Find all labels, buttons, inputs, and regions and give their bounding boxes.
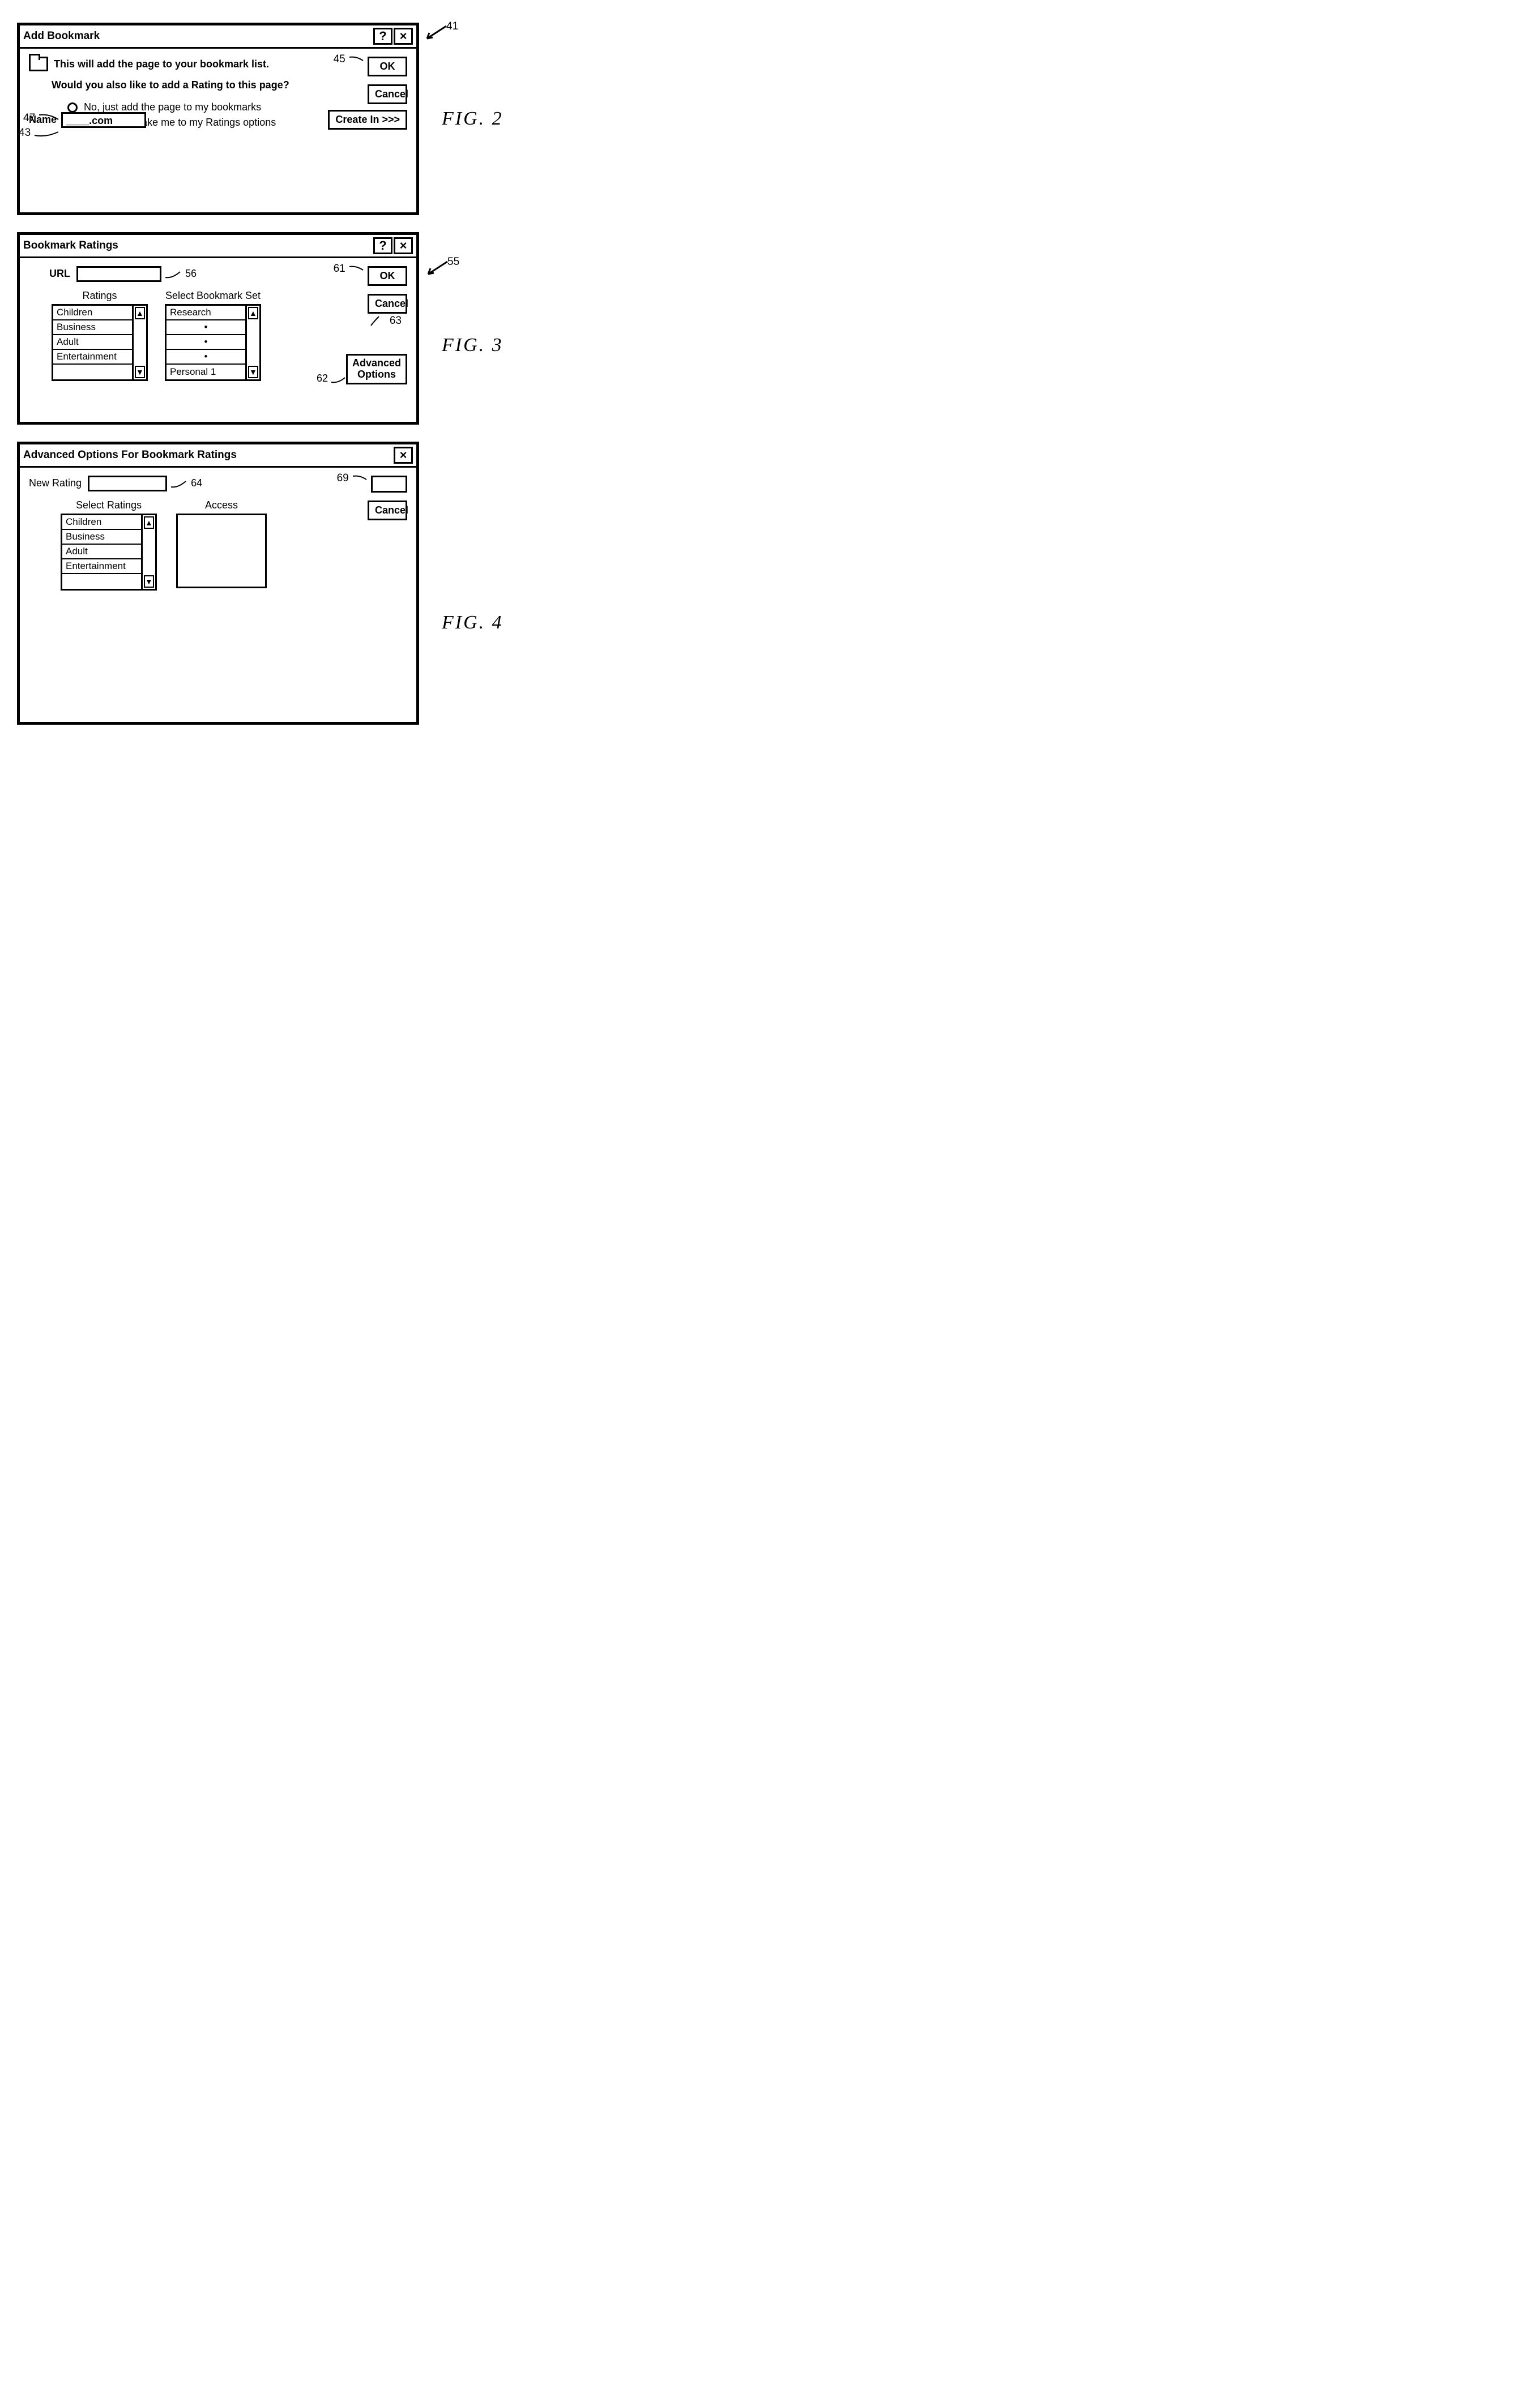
scroll-down-icon[interactable]: ▼	[144, 575, 154, 588]
url-input[interactable]	[76, 266, 161, 282]
advanced-options-button[interactable]: Advanced Options	[346, 354, 407, 384]
list-item[interactable]	[53, 365, 132, 379]
callout-55: 55	[423, 259, 451, 281]
new-rating-label: New Rating	[29, 477, 82, 489]
ok-button[interactable]: OK	[368, 57, 407, 76]
titlebar: Bookmark Ratings ? ×	[20, 235, 416, 258]
new-rating-input[interactable]	[88, 476, 167, 491]
list-item[interactable]: Children	[53, 306, 132, 320]
help-button[interactable]: ?	[373, 237, 392, 254]
list-item[interactable]: •	[167, 335, 245, 350]
bookmark-set-heading: Select Bookmark Set	[165, 290, 261, 302]
scroll-down-icon[interactable]: ▼	[248, 366, 258, 378]
help-button[interactable]: ?	[373, 28, 392, 45]
bookmark-ratings-dialog: Bookmark Ratings ? × URL 56 Ratings Chil…	[17, 232, 419, 425]
titlebar: Advanced Options For Bookmark Ratings ×	[20, 444, 416, 468]
callout-41: 41	[421, 24, 450, 46]
list-item[interactable]: Adult	[62, 545, 141, 559]
callout-62: 62	[317, 373, 328, 384]
figure-label-3: FIG. 3	[442, 335, 503, 356]
scroll-up-icon[interactable]: ▲	[135, 307, 145, 319]
callout-69: 69	[337, 472, 368, 485]
list-item[interactable]: Personal 1	[167, 365, 245, 379]
dialog-title: Bookmark Ratings	[23, 239, 372, 252]
url-label: URL	[49, 268, 70, 279]
figure-label-4: FIG. 4	[442, 612, 503, 634]
scroll-down-icon[interactable]: ▼	[135, 366, 145, 378]
list-item[interactable]: Entertainment	[53, 350, 132, 365]
figure-label-2: FIG. 2	[442, 108, 503, 130]
cancel-button[interactable]: Cancel	[368, 84, 407, 104]
advanced-options-dialog: Advanced Options For Bookmark Ratings × …	[17, 442, 419, 725]
cancel-button[interactable]: Cancel	[368, 294, 407, 314]
select-ratings-heading: Select Ratings	[61, 499, 157, 511]
folder-icon	[29, 57, 48, 71]
list-item[interactable]: Children	[62, 515, 141, 530]
callout-63: 63	[370, 315, 402, 327]
close-button[interactable]: ×	[394, 237, 413, 254]
access-heading: Access	[176, 499, 267, 511]
info-text-2: Would you also like to add a Rating to t…	[52, 79, 335, 91]
cancel-button[interactable]: Cancel	[368, 501, 407, 520]
close-button[interactable]: ×	[394, 447, 413, 464]
list-item[interactable]: Research	[167, 306, 245, 320]
list-item[interactable]: •	[167, 350, 245, 365]
select-ratings-listbox[interactable]: ChildrenBusinessAdultEntertainment ▲ ▼	[61, 514, 157, 591]
ok-button[interactable]: OK	[368, 266, 407, 286]
name-label: Name	[29, 114, 57, 126]
scroll-up-icon[interactable]: ▲	[248, 307, 258, 319]
titlebar: Add Bookmark ? ×	[20, 25, 416, 49]
ratings-listbox[interactable]: ChildrenBusinessAdultEntertainment ▲ ▼	[52, 304, 148, 381]
callout-56: 56	[185, 268, 197, 279]
list-item[interactable]: Entertainment	[62, 559, 141, 574]
access-pane	[176, 514, 267, 588]
dialog-title: Advanced Options For Bookmark Ratings	[23, 449, 392, 461]
callout-45: 45	[334, 53, 364, 66]
list-item[interactable]: Adult	[53, 335, 132, 350]
info-text-1: This will add the page to your bookmark …	[54, 58, 269, 70]
add-bookmark-dialog: Add Bookmark ? × This will add the page …	[17, 23, 419, 215]
scroll-up-icon[interactable]: ▲	[144, 516, 154, 529]
bookmark-set-listbox[interactable]: Research•••Personal 1 ▲ ▼	[165, 304, 261, 381]
dialog-title: Add Bookmark	[23, 30, 372, 42]
create-in-button[interactable]: Create In >>>	[328, 110, 407, 130]
name-input[interactable]: ____.com	[61, 112, 146, 128]
callout-64: 64	[191, 477, 202, 489]
list-item[interactable]: •	[167, 320, 245, 335]
ok-button-blank[interactable]	[371, 476, 407, 493]
list-item[interactable]: Business	[62, 530, 141, 545]
callout-61: 61	[334, 263, 364, 275]
list-item[interactable]: Business	[53, 320, 132, 335]
list-item[interactable]	[62, 574, 141, 589]
ratings-heading: Ratings	[52, 290, 148, 302]
close-button[interactable]: ×	[394, 28, 413, 45]
